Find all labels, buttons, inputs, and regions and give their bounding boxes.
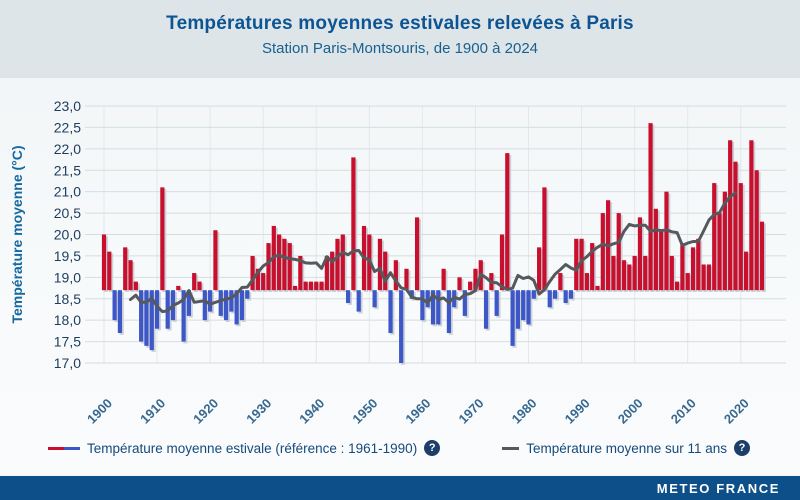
svg-text:1900: 1900 [84, 396, 115, 427]
legend-item-yearly: Température moyenne estivale (référence … [48, 440, 441, 456]
svg-text:1910: 1910 [137, 396, 168, 427]
svg-text:21,0: 21,0 [54, 184, 81, 200]
svg-text:22,5: 22,5 [54, 119, 81, 135]
svg-text:23,0: 23,0 [54, 98, 81, 114]
brand-logo: METEO FRANCE [656, 480, 780, 496]
svg-text:18,5: 18,5 [54, 291, 81, 307]
svg-text:1920: 1920 [190, 396, 221, 427]
header-band: Températures moyennes estivales relevées… [0, 0, 800, 78]
legend-label-yearly: Température moyenne estivale (référence … [87, 440, 418, 456]
page-subtitle: Station Paris-Montsouris, de 1900 à 2024 [262, 40, 538, 57]
svg-text:19,0: 19,0 [54, 269, 81, 285]
svg-text:18,0: 18,0 [54, 312, 81, 328]
footer-bar: METEO FRANCE [0, 474, 800, 500]
svg-text:2020: 2020 [721, 396, 752, 427]
svg-text:20,0: 20,0 [54, 227, 81, 243]
red-dash-swatch [48, 446, 64, 450]
legend-label-average: Température moyenne sur 11 ans [526, 440, 728, 456]
page-title: Températures moyennes estivales relevées… [166, 13, 634, 34]
help-icon[interactable]: ? [734, 440, 751, 456]
svg-text:1990: 1990 [562, 396, 593, 427]
svg-text:1980: 1980 [509, 396, 540, 427]
svg-text:19,5: 19,5 [54, 248, 81, 264]
svg-text:2000: 2000 [615, 396, 646, 427]
svg-text:1950: 1950 [349, 396, 380, 427]
svg-text:1970: 1970 [456, 396, 487, 427]
svg-text:20,5: 20,5 [54, 205, 81, 221]
svg-text:22,0: 22,0 [54, 141, 81, 157]
svg-text:1960: 1960 [402, 396, 433, 427]
help-icon[interactable]: ? [424, 440, 441, 456]
svg-text:1930: 1930 [243, 396, 274, 427]
gray-dash-swatch [502, 446, 520, 450]
legend: Température moyenne estivale (référence … [0, 440, 800, 456]
blue-dash-swatch [64, 446, 80, 450]
svg-text:Température moyenne (°C): Température moyenne (°C) [9, 145, 25, 323]
svg-text:17,5: 17,5 [54, 334, 81, 350]
svg-text:21,5: 21,5 [54, 162, 81, 178]
svg-text:17,0: 17,0 [54, 355, 81, 371]
svg-text:1940: 1940 [296, 396, 327, 427]
legend-item-average: Température moyenne sur 11 ans ? [502, 440, 751, 456]
svg-text:2010: 2010 [668, 396, 699, 427]
